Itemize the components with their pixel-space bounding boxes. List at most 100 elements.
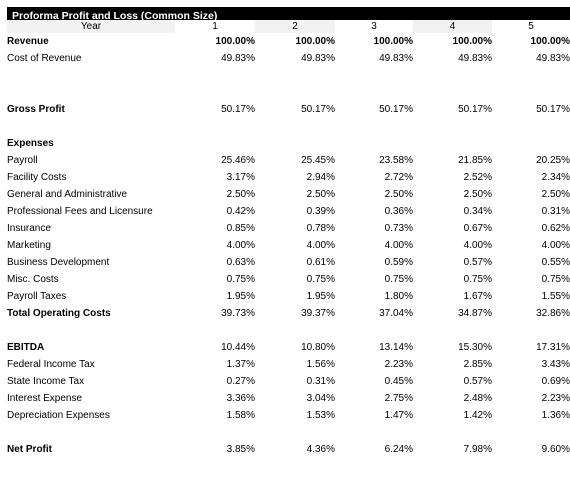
row-label: Payroll [7,155,38,166]
value-cell: 1.80% [384,291,413,302]
profit-loss-sheet: Proforma Profit and Loss (Common Size) Y… [7,7,570,458]
year-cell: 5 [528,21,534,32]
value-cell: 15.30% [458,342,492,353]
cost-of-revenue-row: Cost of Revenue 49.83% 49.83% 49.83% 49.… [7,50,570,67]
value-cell: 49.83% [221,53,255,64]
value-cell: 39.37% [301,308,335,319]
expense-row: Insurance 0.85% 0.78% 0.73% 0.67% 0.62% [7,220,570,237]
value-cell: 1.56% [306,359,335,370]
value-cell: 0.69% [541,376,570,387]
expenses-heading-row: Expenses [7,135,570,152]
row-label: Facility Costs [7,172,67,183]
value-cell: 2.94% [306,172,335,183]
value-cell: 3.43% [541,359,570,370]
expense-row: Misc. Costs 0.75% 0.75% 0.75% 0.75% 0.75… [7,271,570,288]
value-cell: 0.75% [463,274,492,285]
value-cell: 4.00% [463,240,492,251]
value-cell: 3.36% [226,393,255,404]
year-cell: 1 [212,21,218,32]
row-label: Professional Fees and Licensure [7,206,153,217]
value-cell: 1.37% [226,359,255,370]
spacer-row [7,322,570,339]
value-cell: 1.53% [306,410,335,421]
value-cell: 1.47% [384,410,413,421]
value-cell: 2.34% [541,172,570,183]
value-cell: 3.17% [226,172,255,183]
row-label: EBITDA [7,342,45,353]
value-cell: 0.34% [463,206,492,217]
gross-profit-row: Gross Profit 50.17% 50.17% 50.17% 50.17%… [7,101,570,118]
value-cell: 9.60% [541,444,570,455]
value-cell: 25.45% [301,155,335,166]
value-cell: 10.44% [221,342,255,353]
value-cell: 3.04% [306,393,335,404]
row-label: Federal Income Tax [7,359,95,370]
value-cell: 0.57% [463,257,492,268]
value-cell: 1.58% [226,410,255,421]
value-cell: 2.50% [463,189,492,200]
value-cell: 25.46% [221,155,255,166]
row-label: Depreciation Expenses [7,410,110,421]
value-cell: 7.98% [463,444,492,455]
value-cell: 4.00% [384,240,413,251]
value-cell: 20.25% [536,155,570,166]
value-cell: 1.42% [463,410,492,421]
spacer-row [7,424,570,441]
row-label: Payroll Taxes [7,291,67,302]
value-cell: 0.67% [463,223,492,234]
value-cell: 0.62% [541,223,570,234]
value-cell: 0.27% [226,376,255,387]
row-label: Marketing [7,240,51,251]
value-cell: 2.85% [463,359,492,370]
value-cell: 0.75% [306,274,335,285]
value-cell: 49.83% [536,53,570,64]
value-cell: 13.14% [379,342,413,353]
row-label: Misc. Costs [7,274,59,285]
profit-loss-table: Year 1 2 3 4 5 Revenue 100.00% 100.00% 1… [7,20,570,458]
year-header-row: Year 1 2 3 4 5 [7,20,570,33]
value-cell: 34.87% [458,308,492,319]
value-cell: 2.50% [306,189,335,200]
value-cell: 0.59% [384,257,413,268]
value-cell: 1.95% [226,291,255,302]
expense-row: Business Development 0.63% 0.61% 0.59% 0… [7,254,570,271]
value-cell: 1.95% [306,291,335,302]
value-cell: 0.55% [541,257,570,268]
value-cell: 39.73% [221,308,255,319]
value-cell: 0.39% [306,206,335,217]
value-cell: 0.85% [226,223,255,234]
revenue-row: Revenue 100.00% 100.00% 100.00% 100.00% … [7,33,570,50]
value-cell: 0.36% [384,206,413,217]
expense-row: Payroll Taxes 1.95% 1.95% 1.80% 1.67% 1.… [7,288,570,305]
expense-row: Facility Costs 3.17% 2.94% 2.72% 2.52% 2… [7,169,570,186]
value-cell: 50.17% [458,104,492,115]
report-title: Proforma Profit and Loss (Common Size) [7,7,570,20]
value-cell: 4.00% [306,240,335,251]
value-cell: 6.24% [384,444,413,455]
row-label: Insurance [7,223,51,234]
row-label: State Income Tax [7,376,85,387]
value-cell: 49.83% [379,53,413,64]
value-cell: 2.50% [384,189,413,200]
below-ebitda-row: Federal Income Tax 1.37% 1.56% 2.23% 2.8… [7,356,570,373]
expense-row: General and Administrative 2.50% 2.50% 2… [7,186,570,203]
value-cell: 0.75% [226,274,255,285]
total-operating-costs-row: Total Operating Costs 39.73% 39.37% 37.0… [7,305,570,322]
value-cell: 1.55% [541,291,570,302]
row-label: Cost of Revenue [7,53,82,64]
below-ebitda-row: State Income Tax 0.27% 0.31% 0.45% 0.57%… [7,373,570,390]
expense-row: Marketing 4.00% 4.00% 4.00% 4.00% 4.00% [7,237,570,254]
value-cell: 50.17% [221,104,255,115]
value-cell: 2.50% [541,189,570,200]
value-cell: 49.83% [301,53,335,64]
value-cell: 23.58% [379,155,413,166]
row-label: Business Development [7,257,110,268]
below-ebitda-row: Interest Expense 3.36% 3.04% 2.75% 2.48%… [7,390,570,407]
value-cell: 4.36% [306,444,335,455]
value-cell: 100.00% [373,36,413,47]
net-profit-row: Net Profit 3.85% 4.36% 6.24% 7.98% 9.60% [7,441,570,458]
value-cell: 50.17% [379,104,413,115]
year-cell: 2 [255,20,335,33]
value-cell: 37.04% [379,308,413,319]
value-cell: 17.31% [536,342,570,353]
